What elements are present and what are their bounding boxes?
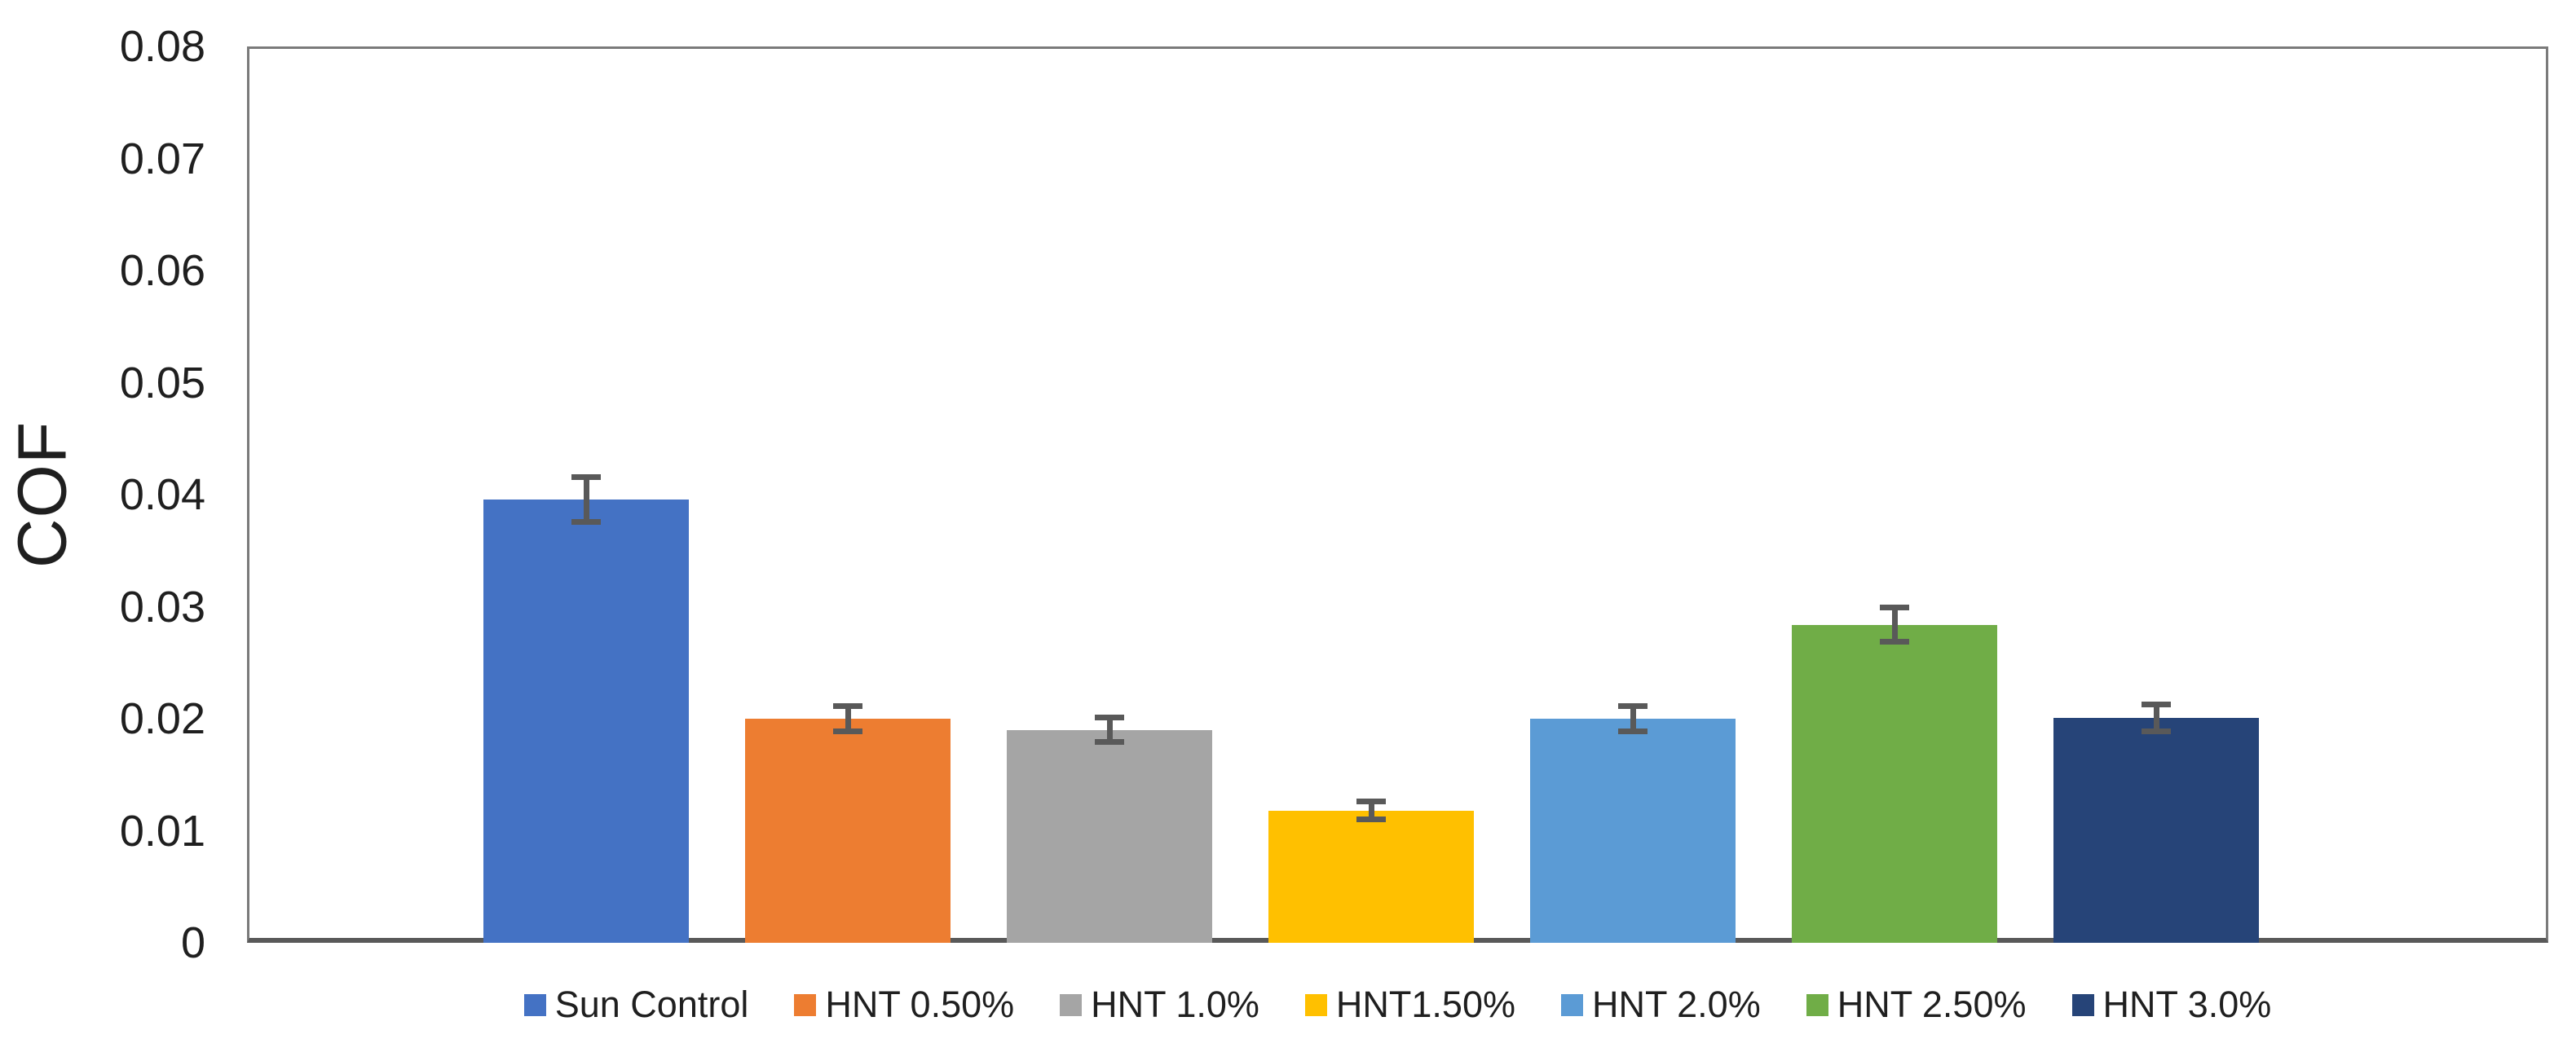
error-bar-cap <box>2142 701 2171 707</box>
legend-item-hnt-0-50: HNT 0.50% <box>794 984 1014 1026</box>
error-bar-hnt-0-50 <box>845 706 851 732</box>
error-bar-cap <box>1356 817 1386 823</box>
error-bar-hnt1-50 <box>1368 801 1374 820</box>
legend-item-sun-control: Sun Control <box>523 984 749 1026</box>
error-bar-cap <box>1880 638 1909 645</box>
legend-swatch-icon <box>2071 993 2094 1016</box>
error-bar-hnt-2-0 <box>1630 706 1636 732</box>
bar-hnt-1-0 <box>1007 729 1212 943</box>
legend-label: HNT 2.0% <box>1591 984 1761 1025</box>
error-bar-cap <box>833 703 862 710</box>
y-tick-label: 0 <box>180 918 205 967</box>
legend-label: HNT1.50% <box>1335 984 1515 1025</box>
legend-swatch-icon <box>794 993 817 1016</box>
error-bar-cap <box>1618 728 1647 734</box>
error-bar-hnt-2-50 <box>1891 607 1898 642</box>
legend-label: HNT 3.0% <box>2102 984 2272 1025</box>
error-bar-cap <box>2142 728 2171 734</box>
legend-label: HNT 0.50% <box>825 984 1015 1025</box>
legend-swatch-icon <box>1304 993 1327 1016</box>
legend-label: Sun Control <box>554 984 749 1025</box>
y-tick-label: 0.08 <box>119 22 205 71</box>
bar-hnt-2-50 <box>1792 624 1997 943</box>
error-bar-hnt-1-0 <box>1106 717 1113 742</box>
y-tick-label: 0.05 <box>119 358 205 407</box>
y-tick-label: 0.03 <box>119 582 205 632</box>
error-bar-cap <box>1095 715 1124 721</box>
y-tick-label: 0.04 <box>119 470 205 519</box>
legend-item-hnt-2-50: HNT 2.50% <box>1806 984 2027 1026</box>
y-tick-label: 0.06 <box>119 246 205 295</box>
error-bar-cap <box>571 473 601 480</box>
legend-swatch-icon <box>523 993 546 1016</box>
error-bar-cap <box>1618 703 1647 710</box>
error-bar-hnt-3-0 <box>2153 704 2159 732</box>
bar-hnt-0-50 <box>745 719 951 943</box>
error-bar-cap <box>1880 605 1909 611</box>
error-bar-sun-control <box>583 477 589 522</box>
legend-swatch-icon <box>1560 993 1583 1016</box>
legend-item-hnt-3-0: HNT 3.0% <box>2071 984 2272 1026</box>
legend-swatch-icon <box>1060 993 1083 1016</box>
bar-sun-control <box>483 499 689 943</box>
error-bar-cap <box>1356 799 1386 805</box>
bar-hnt-2-0 <box>1530 719 1736 943</box>
plot-area <box>247 46 2548 943</box>
y-tick-label: 0.01 <box>119 806 205 856</box>
legend-item-hnt-1-0: HNT 1.0% <box>1060 984 1259 1026</box>
legend: Sun Control HNT 0.50% HNT 1.0% HNT1.50% HNT … <box>247 980 2548 1029</box>
legend-item-hnt-2-0: HNT 2.0% <box>1560 984 1761 1026</box>
error-bar-cap <box>571 518 601 525</box>
y-tick-label: 0.07 <box>119 134 205 183</box>
error-bar-cap <box>1095 739 1124 746</box>
bar-hnt1-50 <box>1268 810 1474 943</box>
bar-hnt-3-0 <box>2053 717 2259 943</box>
error-bar-cap <box>833 728 862 734</box>
legend-swatch-icon <box>1806 993 1828 1016</box>
legend-label: HNT 2.50% <box>1837 984 2027 1025</box>
legend-label: HNT 1.0% <box>1091 984 1259 1025</box>
legend-item-hnt1-50: HNT1.50% <box>1304 984 1515 1026</box>
y-tick-label: 0.02 <box>119 694 205 743</box>
